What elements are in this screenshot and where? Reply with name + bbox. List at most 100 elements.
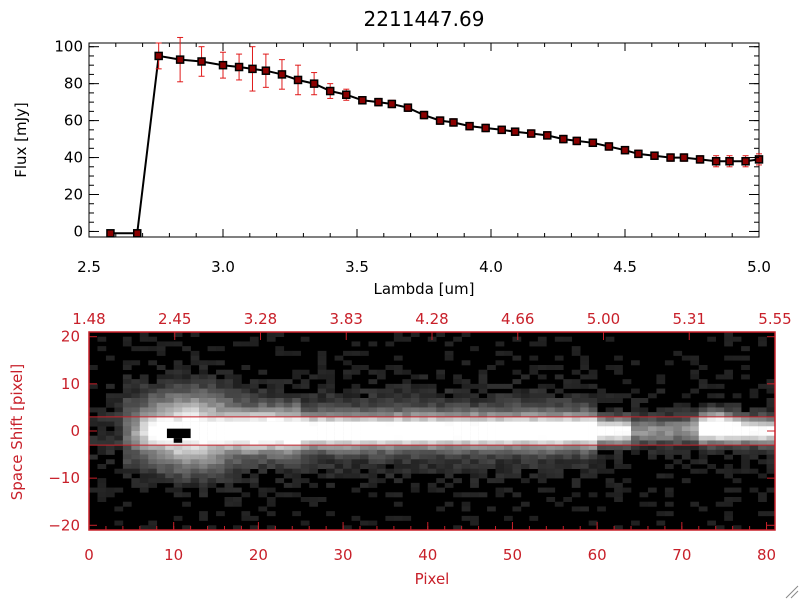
image-pixel	[732, 431, 742, 437]
image-pixel	[580, 393, 589, 399]
image-pixel	[275, 464, 285, 470]
image-pixel	[360, 431, 369, 437]
image-pixel	[165, 416, 174, 422]
image-pixel	[351, 454, 361, 460]
image-pixel	[698, 468, 708, 474]
image-pixel	[487, 416, 496, 422]
flux-data-point	[342, 90, 351, 99]
image-pixel	[571, 379, 581, 385]
flux-data-point	[234, 62, 244, 72]
image-pixel	[605, 393, 615, 399]
image-pixel	[368, 454, 378, 460]
image-pixel	[309, 468, 318, 474]
image-pixel	[283, 468, 293, 474]
image-pixel	[724, 426, 733, 432]
image-pixel	[470, 473, 479, 479]
image-pixel	[249, 426, 259, 432]
image-pixel	[639, 421, 649, 427]
image-pixel	[732, 412, 742, 418]
image-pixel	[334, 468, 344, 474]
image-pixel	[326, 468, 335, 474]
image-pixel	[385, 468, 395, 474]
image-top-tick-label: 2.45	[158, 310, 191, 328]
image-pixel	[393, 365, 403, 371]
image-pixel	[410, 454, 420, 460]
image-pixel	[546, 383, 556, 389]
image-pixel	[563, 412, 573, 418]
image-pixel	[241, 445, 251, 451]
image-pixel	[97, 336, 107, 342]
image-pixel	[605, 440, 615, 446]
image-pixel	[122, 407, 132, 413]
image-pixel	[216, 440, 225, 446]
image-pixel	[368, 435, 378, 441]
image-pixel	[216, 369, 225, 375]
image-pixel	[605, 416, 615, 422]
image-pixel	[122, 383, 132, 389]
image-pixel	[656, 374, 666, 380]
image-pixel	[165, 473, 174, 479]
image-pixel	[241, 341, 251, 347]
image-pixel	[402, 383, 412, 389]
image-pixel	[512, 426, 522, 432]
image-pixel	[131, 431, 141, 437]
image-pixel	[537, 459, 547, 465]
image-pixel	[614, 487, 623, 493]
image-pixel	[351, 440, 361, 446]
image-pixel	[639, 431, 649, 437]
image-pixel	[554, 412, 564, 418]
image-pixel	[199, 369, 208, 375]
image-pixel	[148, 426, 158, 432]
image-pixel	[495, 445, 505, 451]
image-pixel	[97, 421, 107, 427]
image-pixel	[495, 421, 505, 427]
image-pixel	[537, 454, 547, 460]
resize-grip-icon[interactable]	[785, 585, 799, 599]
image-pixel	[224, 383, 234, 389]
spectrum-title: 2211447.69	[364, 7, 485, 31]
image-pixel	[232, 379, 242, 385]
image-pixel	[715, 426, 725, 432]
image-pixel	[478, 421, 488, 427]
image-pixel	[571, 478, 581, 484]
image-pixel	[495, 435, 505, 441]
image-x-tick-label: 20	[249, 546, 268, 564]
image-pixel	[105, 445, 115, 451]
image-pixel	[139, 468, 149, 474]
image-pixel	[690, 355, 700, 361]
image-pixel	[131, 459, 141, 465]
image-pixel	[673, 421, 683, 427]
image-pixel	[512, 431, 522, 437]
image-pixel	[631, 407, 640, 413]
image-pixel	[698, 506, 708, 512]
image-pixel	[249, 402, 259, 408]
image-pixel	[156, 402, 166, 408]
image-pixel	[393, 388, 403, 394]
image-pixel	[376, 440, 386, 446]
image-pixel	[199, 416, 208, 422]
image-pixel	[165, 398, 174, 404]
image-pixel	[266, 393, 276, 399]
image-pixel	[275, 393, 285, 399]
image-pixel	[656, 473, 666, 479]
image-pixel	[266, 501, 276, 507]
image-pixel	[343, 412, 352, 418]
image-pixel	[690, 426, 700, 432]
image-pixel	[597, 506, 606, 512]
image-pixel	[563, 464, 573, 470]
image-pixel	[97, 478, 107, 484]
image-pixel	[199, 379, 208, 385]
image-pixel	[122, 393, 132, 399]
image-pixel	[605, 454, 615, 460]
image-pixel	[317, 454, 327, 460]
spectrum-x-tick-label: 4.0	[479, 258, 503, 276]
image-pixel	[571, 464, 581, 470]
image-pixel	[749, 449, 759, 455]
image-pixel	[546, 416, 556, 422]
image-pixel	[732, 468, 742, 474]
image-pixel	[156, 350, 166, 356]
image-pixel	[495, 468, 505, 474]
image-pixel	[351, 412, 361, 418]
image-pixel	[410, 482, 420, 488]
image-pixel	[512, 416, 522, 422]
